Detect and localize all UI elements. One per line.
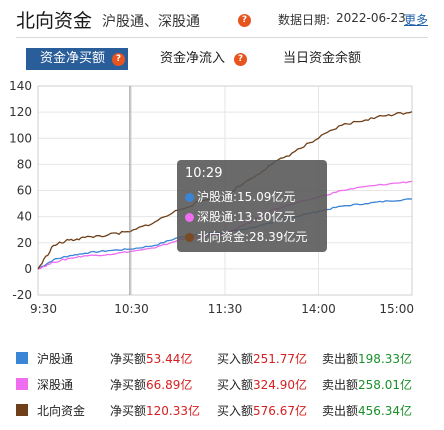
legend-sell-value: 198.33亿 — [358, 352, 413, 366]
header-divider — [16, 37, 428, 38]
y-tick-label: 100 — [9, 131, 32, 145]
legend-sell-label: 卖出额 — [322, 352, 359, 366]
y-tick-label: 140 — [9, 79, 32, 93]
series-dot-icon — [185, 213, 194, 222]
tab-label: 当日资金余额 — [283, 51, 362, 66]
legend-net: 净买额66.89亿 — [110, 376, 192, 393]
legend-buy-value: 576.67亿 — [253, 404, 308, 418]
header: 北向资金 沪股通、深股通 ? 数据日期: 2022-06-23 更多 — [0, 0, 444, 38]
more-link[interactable]: 更多 — [404, 13, 429, 27]
tooltip-row: 深股通:13.30亿元 — [185, 208, 295, 225]
legend-net-label: 净买额 — [110, 378, 147, 392]
tooltip-row-label: 深股通:13.30亿元 — [197, 210, 296, 224]
x-tick-label: 15:00 — [379, 302, 414, 316]
legend-net-label: 净买额 — [110, 404, 147, 418]
legend-sell: 卖出额456.34亿 — [322, 402, 412, 419]
legend-sell: 卖出额198.33亿 — [322, 350, 412, 367]
page-title: 北向资金 — [16, 10, 93, 32]
y-tick-label: 120 — [9, 105, 32, 119]
x-tick-label: 14:00 — [301, 302, 336, 316]
tab-net-inflow[interactable]: 资金净流入 ? — [160, 48, 247, 70]
page-subtitle: 沪股通、深股通 — [102, 14, 200, 30]
tooltip-row: 北向资金:28.39亿元 — [185, 228, 307, 245]
legend-buy-label: 买入额 — [217, 404, 254, 418]
legend-net: 净买额120.33亿 — [110, 402, 200, 419]
legend-buy-value: 324.90亿 — [253, 378, 308, 392]
y-tick-label: 40 — [17, 210, 32, 224]
legend-sell-label: 卖出额 — [322, 404, 359, 418]
legend-name: 北向资金 — [37, 404, 86, 418]
tooltip-row-label: 沪股通:15.09亿元 — [197, 190, 296, 204]
date-label: 数据日期: — [278, 13, 331, 27]
legend-row-north[interactable]: 北向资金 净买额120.33亿 买入额576.67亿 卖出额456.34亿 — [0, 400, 444, 422]
tab-net-buy[interactable]: 资金净买额 ? — [26, 48, 128, 70]
y-tick-label: -20 — [12, 288, 32, 302]
legend-sell-label: 卖出额 — [322, 378, 359, 392]
x-tick-label: 10:30 — [114, 302, 149, 316]
tooltip-time: 10:29 — [185, 166, 223, 181]
series-dot-icon — [185, 233, 194, 242]
help-icon[interactable]: ? — [112, 53, 125, 66]
tab-daily-balance[interactable]: 当日资金余额 — [283, 48, 361, 70]
x-tick-label: 9:30 — [30, 302, 57, 316]
y-tick-label: 0 — [24, 262, 32, 276]
legend-sell-value: 258.01亿 — [358, 378, 413, 392]
legend-name: 沪股通 — [37, 352, 74, 366]
y-tick-label: 20 — [17, 236, 32, 250]
legend-buy-label: 买入额 — [217, 378, 254, 392]
legend-swatch — [16, 352, 28, 364]
legend-sell-value: 456.34亿 — [358, 404, 413, 418]
chart-tooltip: 10:29 沪股通:15.09亿元 深股通:13.30亿元 北向资金:28.39… — [177, 160, 327, 252]
tooltip-row-label: 北向资金:28.39亿元 — [197, 230, 308, 244]
legend-row-sh[interactable]: 沪股通 净买额53.44亿 买入额251.77亿 卖出额198.33亿 — [0, 348, 444, 370]
legend-buy: 买入额576.67亿 — [217, 402, 307, 419]
legend-buy: 买入额251.77亿 — [217, 350, 307, 367]
legend-net-label: 净买额 — [110, 352, 147, 366]
help-icon[interactable]: ? — [234, 53, 247, 66]
legend-net-value: 66.89亿 — [146, 378, 193, 392]
legend-sell: 卖出额258.01亿 — [322, 376, 412, 393]
legend-net: 净买额53.44亿 — [110, 350, 192, 367]
legend-net-value: 53.44亿 — [146, 352, 193, 366]
legend-swatch — [16, 404, 28, 416]
x-tick-label: 11:30 — [208, 302, 243, 316]
date-value: 2022-06-23 — [336, 11, 406, 25]
tab-label: 资金净流入 — [160, 51, 226, 66]
tooltip-row: 沪股通:15.09亿元 — [185, 188, 295, 205]
legend-buy-label: 买入额 — [217, 352, 254, 366]
y-tick-label: 60 — [17, 184, 32, 198]
legend-net-value: 120.33亿 — [146, 404, 201, 418]
help-icon[interactable]: ? — [238, 14, 251, 27]
legend-swatch — [16, 378, 28, 390]
plot-border — [37, 85, 413, 296]
legend-name: 深股通 — [37, 378, 74, 392]
legend-row-sz[interactable]: 深股通 净买额66.89亿 买入额324.90亿 卖出额258.01亿 — [0, 374, 444, 396]
tab-label: 资金净买额 — [40, 51, 106, 66]
series-dot-icon — [185, 193, 194, 202]
y-tick-label: 80 — [17, 157, 32, 171]
legend-buy: 买入额324.90亿 — [217, 376, 307, 393]
legend-buy-value: 251.77亿 — [253, 352, 308, 366]
